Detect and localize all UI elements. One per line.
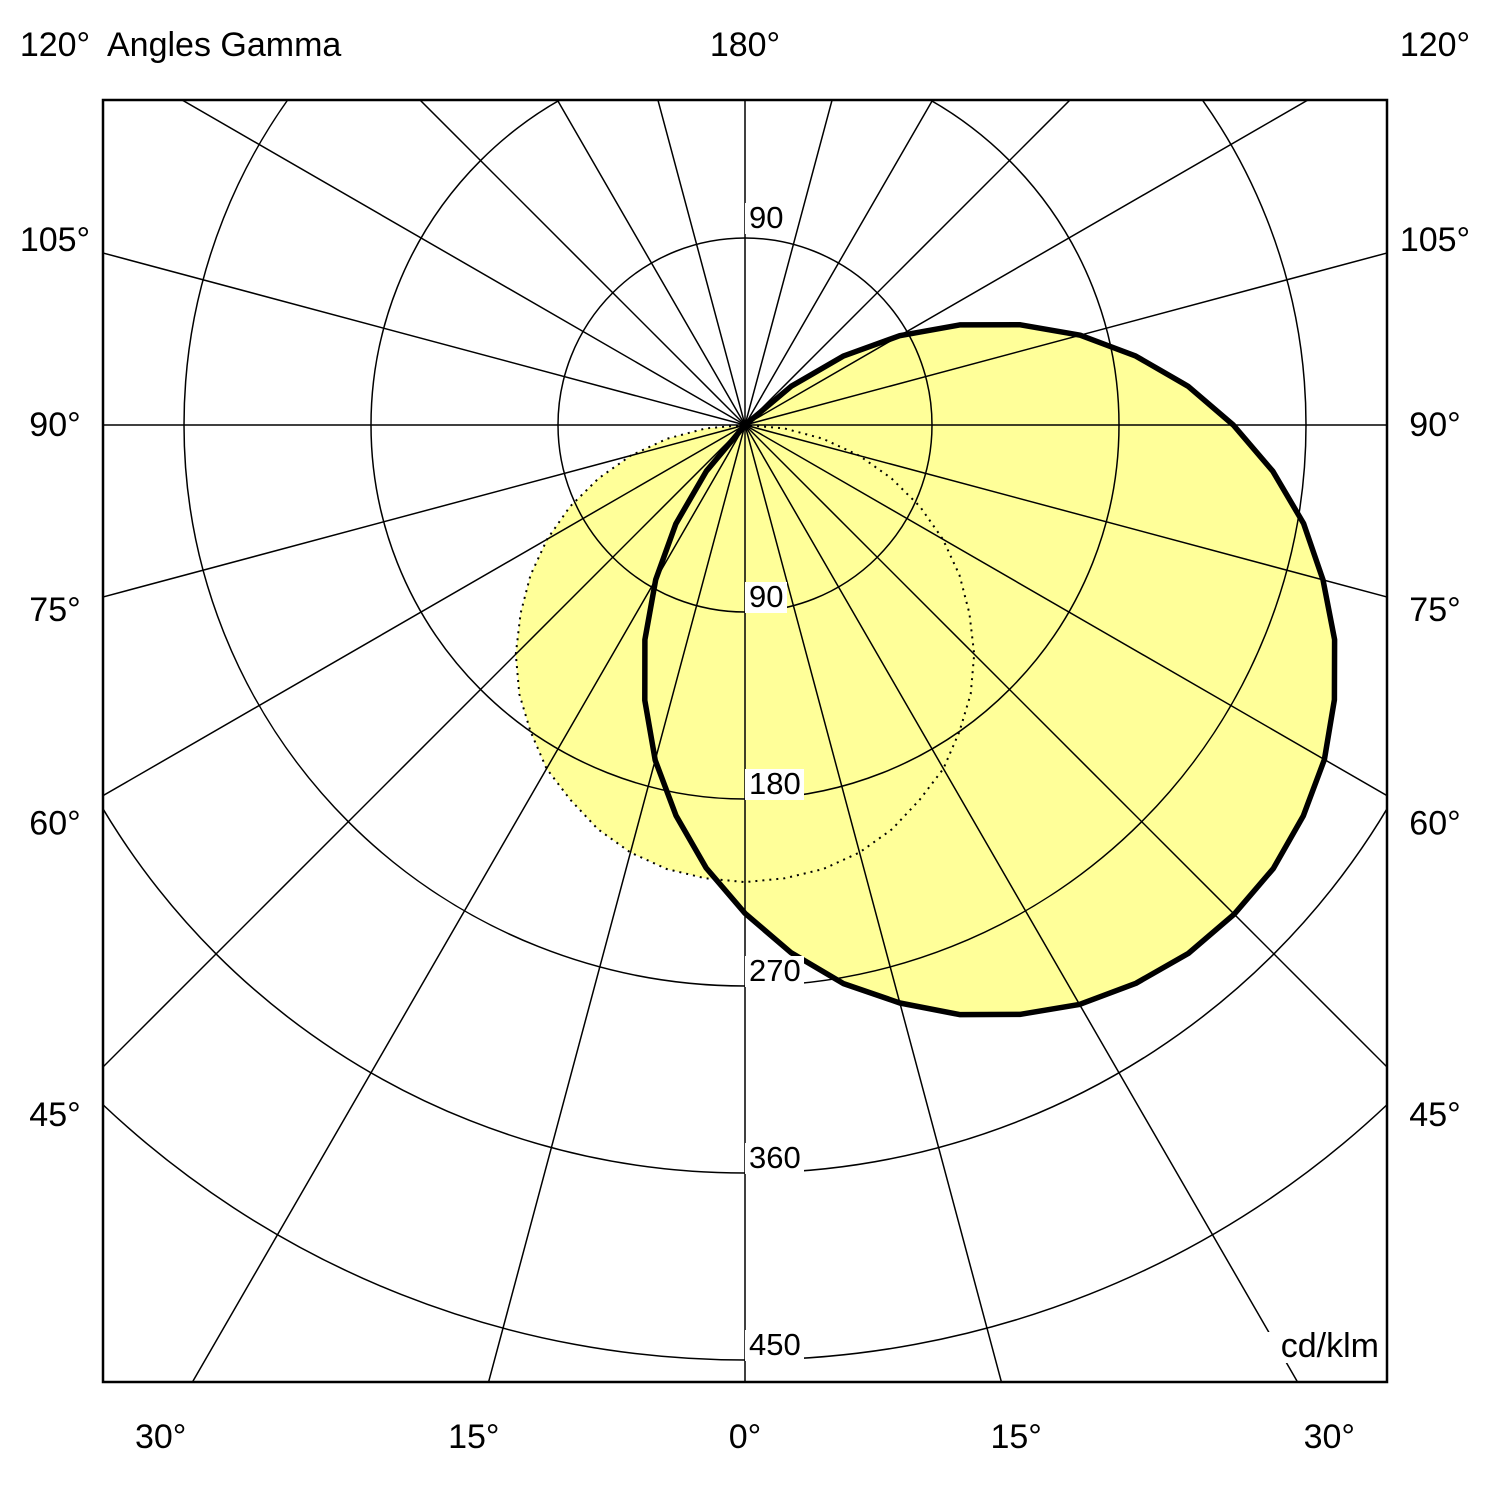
gamma-grid-line	[744, 424, 1387, 797]
plot-border	[101, 98, 1389, 1384]
gamma-bottom-label: 15°	[990, 1418, 1041, 1456]
gamma-grid-line	[744, 100, 934, 426]
radial-tick-label-upper: 90	[749, 200, 783, 235]
radial-tick-label: 180	[749, 766, 801, 801]
unit-label: cd/klm	[1281, 1327, 1379, 1365]
radial-tick-label: 360	[749, 1140, 801, 1175]
gamma-side-label-left: 75°	[29, 591, 80, 629]
label-backplate	[745, 1143, 804, 1174]
gamma-grid-line	[744, 100, 1310, 426]
gamma-bottom-label: 0°	[729, 1418, 762, 1456]
gamma-grid-line	[103, 252, 746, 426]
gamma-grid-line	[103, 424, 746, 797]
gamma-grid-line	[744, 100, 833, 426]
label-backplate	[1261, 1332, 1383, 1363]
c90-c270-curve	[514, 423, 976, 884]
radial-tick-label: 450	[749, 1327, 801, 1362]
gamma-grid-line	[744, 424, 1387, 1069]
label-backplate	[745, 956, 804, 987]
gamma-grid-line	[744, 424, 1299, 1382]
gamma-label-top: 180°	[710, 26, 780, 64]
radial-tick-label: 270	[749, 953, 801, 988]
gamma-side-label-right: 105°	[1400, 221, 1470, 259]
gamma-grid-line	[744, 424, 1387, 598]
label-backplate	[745, 1330, 804, 1361]
gamma-grid-line	[487, 424, 746, 1382]
gamma-grid-line	[744, 424, 1003, 1382]
light-distribution-fill	[515, 324, 1335, 1015]
gamma-grid-line	[744, 252, 1387, 426]
gamma-grid-line	[744, 100, 1072, 426]
gamma-side-label-right: 45°	[1409, 1096, 1460, 1134]
gamma-grid-line	[103, 424, 746, 598]
gamma-grid-line	[418, 100, 746, 426]
gamma-bottom-label: 30°	[1304, 1418, 1355, 1456]
gamma-bottom-label: 15°	[448, 1418, 499, 1456]
radial-tick-label: 90	[749, 579, 783, 614]
gamma-side-label-right: 75°	[1409, 591, 1460, 629]
gamma-label-top-left-corner: 120°	[20, 26, 90, 64]
gamma-side-label-left: 105°	[20, 221, 90, 259]
gamma-grid-line	[191, 424, 746, 1382]
gamma-side-label-left: 90°	[29, 406, 80, 444]
label-backplate	[745, 769, 804, 800]
gamma-bottom-label: 30°	[135, 1418, 186, 1456]
gamma-grid-line	[556, 100, 746, 426]
chart-title: Angles Gamma	[107, 26, 341, 64]
gamma-grid-line	[103, 424, 746, 1069]
gamma-side-label-left: 45°	[29, 1096, 80, 1134]
label-backplate	[745, 203, 787, 234]
gamma-side-label-left: 60°	[29, 804, 80, 842]
gamma-grid-line	[657, 100, 746, 426]
label-backplate	[745, 582, 787, 613]
gamma-grid-line	[180, 100, 746, 426]
c0-c180-curve	[642, 322, 1338, 1018]
gamma-side-label-right: 90°	[1409, 406, 1460, 444]
gamma-side-label-right: 60°	[1409, 804, 1460, 842]
gamma-label-top-right-corner: 120°	[1400, 26, 1470, 64]
